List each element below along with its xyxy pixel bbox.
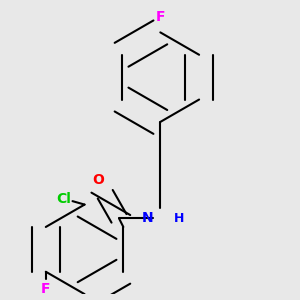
Text: N: N (142, 212, 153, 225)
Text: H: H (174, 212, 184, 225)
Text: F: F (156, 10, 165, 24)
Text: O: O (92, 173, 104, 188)
Text: F: F (41, 282, 50, 296)
Text: Cl: Cl (56, 192, 71, 206)
